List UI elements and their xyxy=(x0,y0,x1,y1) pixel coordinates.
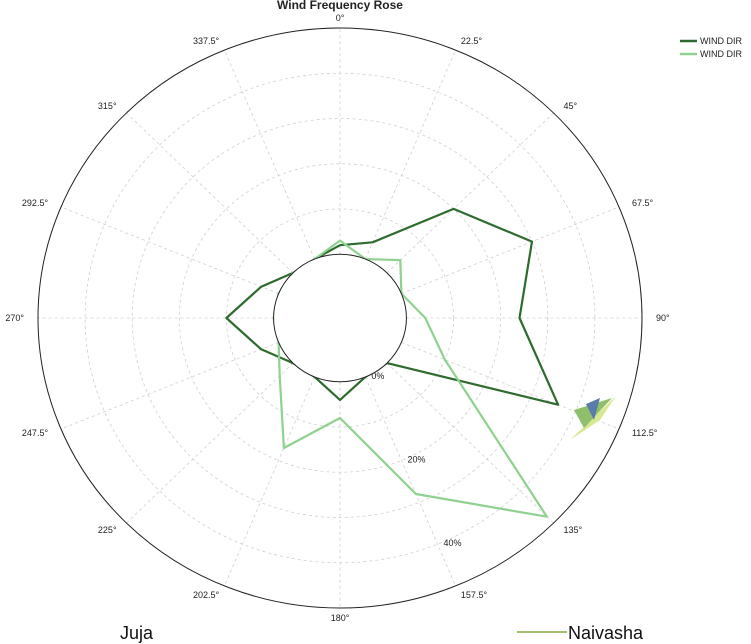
angle-label: 337.5° xyxy=(193,36,220,46)
legend: WIND DIR WIND DIR xyxy=(680,36,742,59)
radial-tick-label: 20% xyxy=(407,455,425,465)
angle-label: 157.5° xyxy=(461,590,488,600)
grid-spoke xyxy=(365,49,456,260)
grid-spoke xyxy=(386,362,554,524)
grid-spoke xyxy=(401,206,620,294)
angle-label: 292.5° xyxy=(22,198,49,208)
outer-ring xyxy=(37,27,643,609)
radial-tick-label: 40% xyxy=(444,538,462,548)
grid-spoke xyxy=(365,376,456,587)
polar-grid xyxy=(38,28,642,608)
caption-naivasha: Naivasha xyxy=(568,623,644,643)
angle-label: 180° xyxy=(331,613,350,623)
legend-label-0: WIND DIR xyxy=(700,36,742,46)
logo-mark xyxy=(570,396,616,440)
angle-label: 90° xyxy=(656,313,670,323)
legend-label-1: WIND DIR xyxy=(700,49,742,59)
grid-spoke xyxy=(60,206,279,294)
angle-label: 112.5° xyxy=(632,428,658,438)
grid-spoke xyxy=(60,342,279,430)
grid-spoke xyxy=(126,112,294,274)
angle-label: 135° xyxy=(563,525,582,535)
angle-axis: 0% 20% 40% 0° 22.5° 45° 67.5° 90° 112.5° 135° 157.… xyxy=(5,13,670,623)
angle-label: 247.5° xyxy=(22,428,49,438)
grid-ring xyxy=(131,118,549,518)
angle-label: 22.5° xyxy=(461,36,483,46)
angle-label: 0° xyxy=(336,13,345,23)
series-line-0 xyxy=(225,207,560,406)
chart-title: Wind Frequency Rose xyxy=(277,0,403,12)
radial-tick-label: 0% xyxy=(371,371,384,381)
logo-mark-dark xyxy=(586,398,600,420)
grid-spoke xyxy=(386,112,554,274)
grid-spoke xyxy=(126,362,294,524)
grid-spoke xyxy=(224,376,315,587)
angle-label: 270° xyxy=(5,313,24,323)
caption-juja: Juja xyxy=(120,623,154,643)
angle-label: 45° xyxy=(563,101,577,111)
grid-spoke xyxy=(224,49,315,260)
angle-label: 202.5° xyxy=(193,590,220,600)
angle-label: 225° xyxy=(98,525,117,535)
angle-label: 67.5° xyxy=(632,198,654,208)
series-layer xyxy=(225,207,560,518)
inner-ring xyxy=(273,253,407,383)
angle-label: 315° xyxy=(98,101,117,111)
